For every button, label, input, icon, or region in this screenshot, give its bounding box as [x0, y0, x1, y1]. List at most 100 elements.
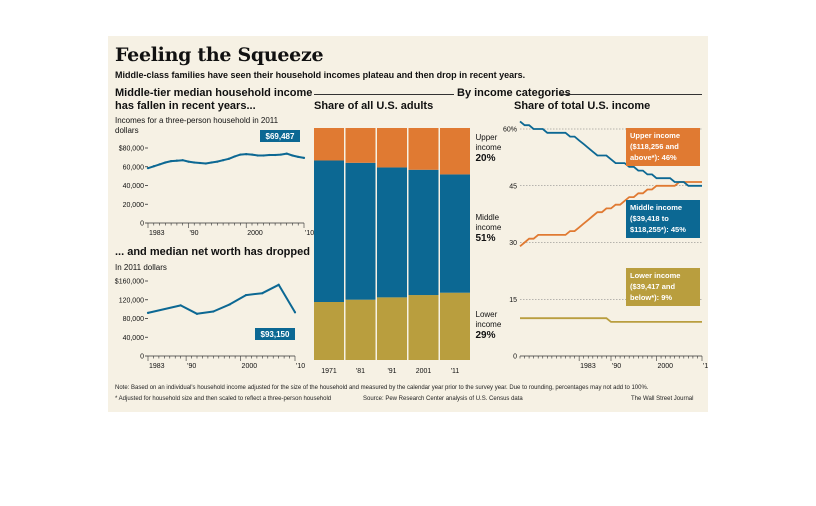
income-data-point	[227, 157, 230, 160]
adults-label-name: Upper	[476, 133, 498, 142]
adults-label-suffix: income	[476, 223, 502, 232]
income-data-point	[175, 159, 178, 162]
adults-bar-upper-income	[377, 128, 407, 168]
adults-xtick-label: '91	[387, 368, 396, 375]
income-data-point	[233, 155, 236, 158]
adults-bar-middle-income	[408, 169, 439, 296]
income-data-point	[181, 159, 184, 162]
share-ytick-label: 15	[509, 297, 517, 304]
adults-xtick-label: 1971	[321, 368, 337, 375]
income-data-point	[274, 153, 277, 157]
networth-series-line	[147, 283, 296, 315]
adults-xtick-label: '11	[451, 368, 460, 375]
income-data-point	[210, 161, 213, 164]
adults-bar-middle-income	[345, 162, 376, 300]
income-ytick-label: 0	[140, 221, 144, 228]
income-data-point	[250, 153, 254, 156]
adults-label-pct: 51%	[476, 233, 496, 244]
graphic-title: Feeling the Squeeze	[115, 44, 324, 66]
share-label-text-upper: above*): 46%	[630, 153, 677, 162]
networth-data-point	[212, 310, 215, 313]
income-data-point	[216, 160, 219, 163]
income-xtick-label: '10	[305, 230, 314, 237]
income-caption: Incomes for a three-person household in …	[115, 116, 278, 136]
networth-ytick-label: 0	[140, 354, 144, 361]
adults-bar-upper-income	[345, 128, 376, 163]
adults-bar-upper-income	[408, 128, 439, 170]
share-label-text-upper: Upper income	[630, 131, 680, 140]
footer-footnote: * Adjusted for household size and then s…	[115, 396, 332, 402]
adults-bar-lower-income	[440, 292, 470, 360]
networth-data-point	[293, 311, 297, 314]
share-label-text-lower: ($39,417 and	[630, 282, 675, 291]
share-label-text-lower: below*): 9%	[630, 293, 672, 302]
income-xtick-label: 2000	[247, 230, 263, 237]
income-data-point	[187, 160, 190, 163]
adults-heading: Share of all U.S. adults	[314, 100, 434, 112]
income-caption-line2: dollars	[115, 126, 139, 135]
adults-bar-lower-income	[408, 295, 439, 360]
share-xtick-label: 1983	[580, 363, 596, 370]
share-xtick-label: '10	[703, 363, 708, 370]
income-annotation-box	[260, 130, 300, 142]
income-data-point	[291, 154, 294, 157]
adults-label-name: Lower	[476, 310, 498, 319]
income-data-point	[285, 152, 288, 155]
adults-bar-upper-income	[314, 128, 344, 161]
income-heading: Middle-tier median household income has …	[115, 87, 312, 113]
heading-rule-right	[561, 94, 702, 95]
income-data-point	[262, 154, 265, 157]
income-data-point	[152, 165, 155, 168]
share-label-text-middle: $118,255*): 45%	[630, 225, 686, 234]
networth-data-point	[261, 292, 264, 295]
share-line-lower	[520, 317, 702, 323]
income-ytick-label: 60,000	[123, 164, 145, 171]
networth-caption: In 2011 dollars	[115, 263, 167, 272]
share-xtick-label: '90	[612, 363, 621, 370]
share-label-text-middle: ($39,418 to	[630, 214, 669, 223]
networth-data-point	[195, 312, 199, 315]
share-ytick-label: 30	[509, 240, 517, 247]
networth-ytick-label: 120,000	[119, 297, 144, 304]
income-ytick-label: $80,000	[119, 146, 144, 153]
income-data-point	[164, 161, 167, 164]
graphic-subtitle: Middle-class families have seen their ho…	[115, 70, 526, 80]
income-heading-line1: Middle-tier median household income	[115, 87, 313, 99]
income-data-point	[204, 162, 207, 165]
adults-label-suffix: income	[476, 320, 502, 329]
share-line-middle	[519, 120, 702, 187]
income-data-point	[170, 160, 173, 163]
income-data-point	[302, 156, 306, 159]
adults-bar-lower-income	[314, 302, 344, 360]
footer-credit: The Wall Street Journal	[631, 396, 694, 402]
networth-data-point	[179, 304, 182, 307]
income-caption-line1: Incomes for a three-person household in …	[115, 116, 279, 125]
income-categories-heading: By income categories	[457, 87, 571, 99]
share-ytick-label: 45	[509, 183, 517, 190]
share-heading: Share of total U.S. income	[514, 100, 651, 112]
income-data-point	[279, 153, 282, 156]
share-label-box-middle	[626, 200, 700, 238]
networth-data-point	[146, 311, 150, 314]
income-data-point	[193, 161, 196, 164]
share-label-box-lower	[626, 268, 700, 306]
share-ytick-label: 60%	[503, 127, 517, 134]
networth-xtick-label: '10	[296, 363, 305, 370]
share-line-upper	[519, 181, 702, 247]
networth-ytick-label: 40,000	[123, 335, 145, 342]
networth-annotation-box	[255, 328, 295, 340]
income-data-point	[245, 152, 248, 156]
share-label-box-upper	[626, 128, 700, 166]
networth-data-point	[228, 303, 231, 306]
infographic-panel: Feeling the Squeeze Middle-class familie…	[108, 36, 708, 412]
income-annotation-label: $69,487	[266, 132, 295, 141]
adults-xtick-label: 2001	[416, 368, 432, 375]
networth-xtick-label: 1983	[149, 363, 165, 370]
share-label-text-upper: ($118,256 and	[630, 142, 679, 151]
networth-data-point	[244, 293, 248, 297]
adults-bar-lower-income	[377, 297, 407, 360]
share-label-text-middle: Middle income	[630, 203, 682, 212]
footer-source: Source: Pew Research Center analysis of …	[363, 396, 523, 402]
income-data-point	[297, 155, 300, 159]
income-series-line	[147, 152, 305, 170]
